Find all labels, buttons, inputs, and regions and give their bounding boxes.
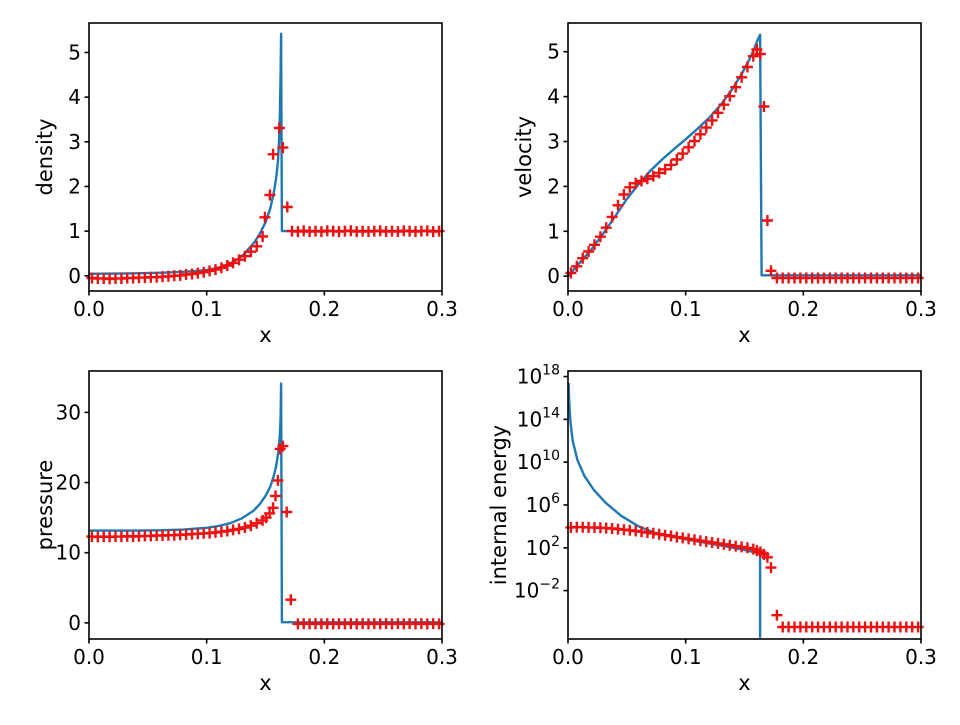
velocity-particle-markers [565, 44, 924, 284]
x-tick-label: 0.1 [670, 297, 702, 321]
y-tick-label: 2 [68, 174, 81, 198]
density-ylabel: density [33, 119, 57, 196]
internal-energy-particle-markers [565, 521, 924, 633]
y-tick-label: 1010 [517, 448, 560, 474]
x-tick-label: 0.2 [308, 645, 340, 669]
velocity-xlabel: x [738, 323, 750, 347]
x-tick-label: 0.2 [787, 297, 819, 321]
x-tick-label: 0.3 [426, 297, 458, 321]
internal-energy-xlabel: x [738, 671, 750, 695]
x-tick-label: 0.2 [787, 645, 819, 669]
density-particle-markers [86, 122, 445, 285]
x-tick-label: 0.1 [670, 645, 702, 669]
internal-energy-ylabel: internal energy [487, 425, 511, 585]
x-tick-label: 0.3 [426, 645, 458, 669]
y-tick-label: 10 [56, 541, 81, 565]
y-tick-label: 0 [547, 264, 560, 288]
x-tick-label: 0.0 [73, 297, 105, 321]
density-xlabel: x [259, 323, 271, 347]
y-tick-label: 106 [526, 491, 560, 517]
y-tick-label: 0 [68, 264, 81, 288]
y-tick-label: 20 [56, 471, 81, 495]
y-tick-label: 1 [68, 219, 81, 243]
x-tick-label: 0.0 [552, 297, 584, 321]
x-tick-label: 0.0 [552, 645, 584, 669]
y-tick-label: 5 [547, 40, 560, 64]
pressure-xlabel: x [259, 671, 271, 695]
y-tick-label: 102 [526, 534, 560, 560]
y-tick-label: 30 [56, 400, 81, 424]
x-tick-label: 0.3 [905, 297, 937, 321]
x-tick-label: 0.0 [73, 645, 105, 669]
y-tick-label: 2 [547, 174, 560, 198]
density-analytic-line [88, 32, 442, 275]
internal-energy-axes-frame [567, 370, 922, 640]
pressure-analytic-line [89, 382, 443, 624]
pressure-particle-markers [86, 440, 445, 630]
pressure-ylabel: pressure [33, 460, 57, 551]
velocity-ylabel: velocity [512, 116, 536, 198]
y-tick-label: 0 [68, 611, 81, 635]
velocity-axes-frame [567, 22, 922, 292]
y-tick-label: 5 [68, 40, 81, 64]
y-tick-label: 3 [547, 130, 560, 154]
plot-density: 0.0 0.1 0.2 0.3 0 1 2 3 4 5 x density [33, 22, 458, 347]
pressure-axes-frame [88, 370, 443, 640]
y-tick-label: 10−2 [514, 577, 560, 603]
y-tick-label: 4 [547, 85, 560, 109]
y-tick-label: 1014 [517, 405, 560, 431]
plot-velocity: 0.0 0.1 0.2 0.3 0 1 2 3 4 5 x velocity [512, 22, 937, 347]
y-tick-label: 4 [68, 85, 81, 109]
x-tick-label: 0.1 [191, 297, 223, 321]
plot-pressure: 0.0 0.1 0.2 0.3 0 10 20 30 x pressure [33, 370, 458, 695]
y-tick-label: 1018 [517, 363, 560, 389]
y-tick-label: 1 [547, 219, 560, 243]
x-tick-label: 0.1 [191, 645, 223, 669]
density-axes-frame [88, 22, 443, 292]
y-tick-label: 3 [68, 130, 81, 154]
x-tick-label: 0.3 [905, 645, 937, 669]
internal-energy-analytic-line [567, 382, 762, 638]
plot-internal-energy: 0.0 0.1 0.2 0.3 10−2 102 106 1010 1014 1018 x inter… [487, 363, 937, 695]
x-tick-label: 0.2 [308, 297, 340, 321]
velocity-analytic-line [567, 33, 921, 277]
